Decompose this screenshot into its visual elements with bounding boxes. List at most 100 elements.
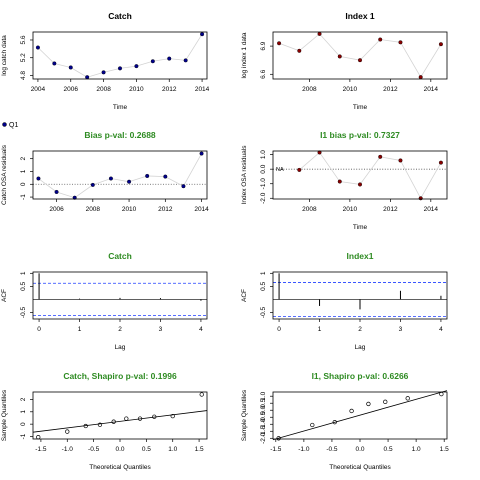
x-tick-label: 2012 bbox=[158, 206, 173, 213]
data-point bbox=[378, 154, 383, 159]
y-tick-label: 1.0 bbox=[260, 391, 267, 400]
y-tick-label: 0.5 bbox=[20, 281, 27, 290]
y-axis-label: log catch data bbox=[1, 35, 8, 76]
data-point bbox=[127, 179, 132, 184]
data-point bbox=[337, 54, 342, 59]
plot-frame bbox=[272, 271, 448, 320]
x-tick-label: -1.5 bbox=[35, 446, 47, 453]
qq-point bbox=[152, 414, 157, 419]
chart-title: I1 bias p-val: 0.7327 bbox=[320, 130, 400, 140]
chart-title: Catch bbox=[108, 251, 132, 261]
x-tick-label: 4 bbox=[199, 326, 203, 333]
data-point bbox=[297, 167, 302, 172]
y-axis-label: ACF bbox=[241, 289, 248, 302]
y-tick-label: 0.5 bbox=[260, 398, 267, 407]
chart-title: Catch, Shapiro p-val: 0.1996 bbox=[63, 371, 177, 381]
qq-point bbox=[383, 399, 388, 404]
data-point bbox=[145, 173, 150, 178]
data-point bbox=[134, 64, 139, 69]
data-point bbox=[200, 32, 205, 37]
panel-p7: Catch, Shapiro p-val: 0.1996 Theoretical … bbox=[1, 371, 208, 471]
y-tick-label: -1.5 bbox=[260, 425, 267, 437]
data-point bbox=[163, 174, 168, 179]
x-tick-label: 2 bbox=[118, 326, 122, 333]
x-tick-label: 2006 bbox=[49, 206, 64, 213]
x-tick-label: 2014 bbox=[424, 206, 439, 213]
series-line bbox=[278, 33, 442, 78]
y-tick-label: 0.0 bbox=[260, 405, 267, 414]
x-tick-label: -1.0 bbox=[298, 446, 310, 453]
data-point bbox=[150, 59, 155, 64]
series-line bbox=[37, 34, 203, 78]
x-tick-label: 0.5 bbox=[384, 446, 393, 453]
data-point bbox=[317, 31, 322, 36]
chart-title: Index1 bbox=[347, 251, 374, 261]
legend-label: Q1 bbox=[9, 122, 18, 129]
x-tick-label: -1.5 bbox=[270, 446, 282, 453]
chart-title: I1, Shapiro p-val: 0.6266 bbox=[312, 371, 409, 381]
data-point bbox=[277, 41, 282, 46]
plot-frame bbox=[32, 391, 208, 440]
qq-point bbox=[310, 422, 315, 428]
plot-frame bbox=[32, 271, 208, 320]
data-point bbox=[108, 176, 113, 181]
x-tick-label: 1 bbox=[78, 326, 82, 333]
x-tick-label: 0.0 bbox=[355, 446, 364, 453]
data-point bbox=[199, 151, 204, 156]
data-point bbox=[90, 182, 95, 187]
panel-p2: Index 1 Time log index 1 data 2008 2010 2012 2… bbox=[241, 11, 448, 111]
x-tick-label: 2012 bbox=[383, 206, 398, 213]
x-axis-label: Lag bbox=[115, 344, 126, 351]
y-tick-label: 5.6 bbox=[20, 35, 27, 44]
x-tick-label: 3 bbox=[399, 326, 403, 333]
y-tick-label: -2.0 bbox=[260, 432, 267, 444]
x-tick-label: -1.0 bbox=[62, 446, 74, 453]
x-axis-label: Theoretical Quantiles bbox=[89, 464, 151, 471]
panel-p3: Bias p-val: 0.2688 Catch OSA residuals 200… bbox=[1, 130, 209, 213]
qq-point bbox=[349, 408, 354, 414]
x-tick-label: 2014 bbox=[194, 206, 209, 213]
legend: Q1 bbox=[2, 122, 18, 129]
data-point bbox=[398, 40, 403, 45]
y-tick-label: 1 bbox=[20, 169, 27, 173]
x-axis-label: Time bbox=[113, 104, 128, 111]
data-point bbox=[337, 179, 342, 184]
data-point bbox=[183, 58, 188, 63]
y-tick-label: -2.0 bbox=[260, 192, 267, 204]
na-label: NA bbox=[276, 167, 284, 173]
qq-point bbox=[405, 396, 410, 401]
data-point bbox=[358, 182, 363, 187]
legend-marker bbox=[2, 122, 7, 127]
x-tick-label: 2010 bbox=[343, 206, 358, 213]
x-tick-label: 2010 bbox=[343, 86, 358, 93]
data-point bbox=[398, 158, 403, 163]
x-tick-label: 1 bbox=[318, 326, 322, 333]
y-axis-label: ACF bbox=[1, 289, 8, 302]
y-tick-label: 1 bbox=[260, 271, 267, 275]
y-tick-label: 1 bbox=[20, 271, 27, 275]
chart-title: Catch bbox=[108, 11, 132, 21]
data-point bbox=[54, 189, 59, 194]
y-tick-label: 2 bbox=[20, 156, 27, 160]
data-point bbox=[36, 176, 41, 181]
qq-point bbox=[366, 401, 371, 407]
x-tick-label: 2014 bbox=[195, 86, 210, 93]
x-tick-label: 1.0 bbox=[168, 446, 177, 453]
qq-point bbox=[65, 429, 70, 434]
y-tick-label: -0.5 bbox=[20, 306, 27, 318]
data-point bbox=[167, 56, 172, 61]
x-axis-label: Theoretical Quantiles bbox=[329, 464, 391, 471]
y-tick-label: 1 bbox=[20, 410, 27, 414]
y-tick-label: 4.8 bbox=[20, 71, 27, 80]
data-point bbox=[418, 75, 423, 80]
x-tick-label: 2006 bbox=[64, 86, 79, 93]
data-point bbox=[378, 37, 383, 42]
chart-title: Bias p-val: 0.2688 bbox=[84, 130, 156, 140]
x-tick-label: 4 bbox=[439, 326, 443, 333]
panel-p1: Catch Time log catch data 2004 2006 2008 2010 2… bbox=[1, 11, 210, 111]
y-axis-label: Sample Quantiles bbox=[1, 389, 8, 441]
plot-frame bbox=[272, 31, 448, 80]
x-tick-label: 2008 bbox=[302, 206, 317, 213]
y-tick-label: 0.5 bbox=[260, 281, 267, 290]
